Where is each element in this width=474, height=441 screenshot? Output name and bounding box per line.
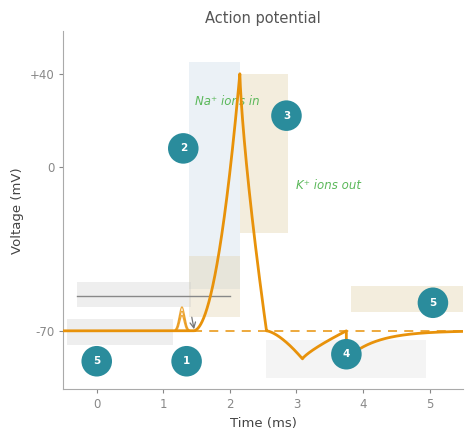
Y-axis label: Voltage (mV): Voltage (mV) xyxy=(11,167,24,254)
Point xyxy=(180,145,187,152)
Text: K⁺ ions out: K⁺ ions out xyxy=(296,179,362,192)
Text: 3: 3 xyxy=(283,111,290,121)
Point xyxy=(283,112,290,119)
X-axis label: Time (ms): Time (ms) xyxy=(230,417,297,430)
FancyBboxPatch shape xyxy=(67,319,173,345)
Point xyxy=(429,299,437,306)
Title: Action potential: Action potential xyxy=(205,11,321,26)
Text: 5: 5 xyxy=(93,356,100,366)
Point xyxy=(343,351,350,358)
FancyBboxPatch shape xyxy=(189,256,240,317)
Text: 2: 2 xyxy=(180,143,187,153)
FancyBboxPatch shape xyxy=(240,74,288,232)
FancyBboxPatch shape xyxy=(77,282,191,307)
FancyBboxPatch shape xyxy=(266,340,426,377)
Point xyxy=(93,358,100,365)
FancyBboxPatch shape xyxy=(351,286,463,312)
Point xyxy=(183,358,191,365)
Text: Na⁺ ions in: Na⁺ ions in xyxy=(195,95,260,108)
Text: 4: 4 xyxy=(343,349,350,359)
Text: 5: 5 xyxy=(429,298,437,308)
Text: 1: 1 xyxy=(183,356,190,366)
FancyBboxPatch shape xyxy=(189,62,240,289)
